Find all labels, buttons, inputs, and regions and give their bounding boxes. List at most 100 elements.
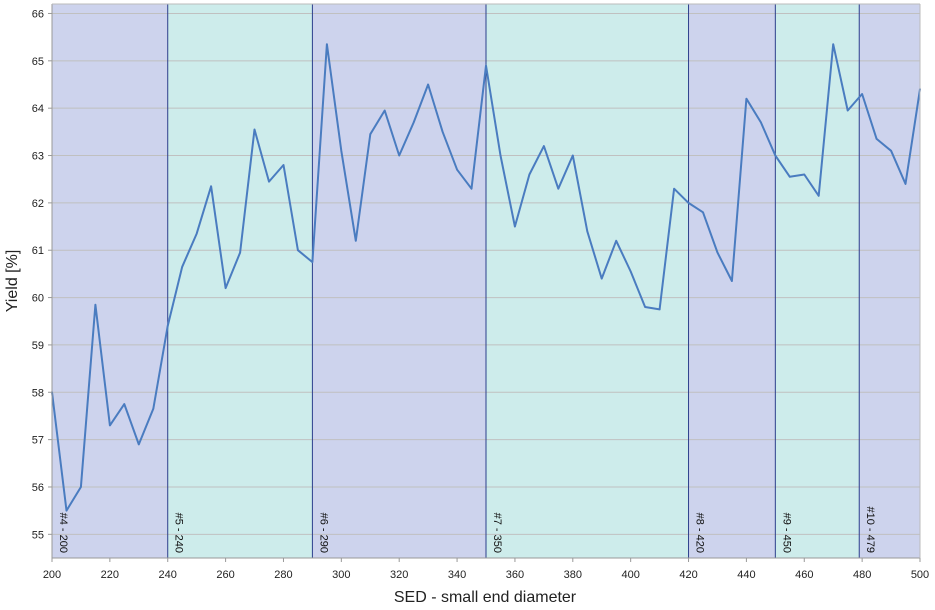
band-label-layer: #4 - 200 #5 - 240 #6 - 290 #7 - 350 #8 - 420… bbox=[57, 507, 876, 553]
data-point bbox=[658, 308, 660, 310]
data-point bbox=[210, 185, 212, 187]
data-point bbox=[514, 225, 516, 227]
y-tick-label: 55 bbox=[32, 529, 44, 541]
band-6 bbox=[775, 4, 860, 558]
data-point bbox=[528, 173, 530, 175]
data-point bbox=[427, 83, 429, 85]
data-point bbox=[615, 240, 617, 242]
data-point bbox=[369, 133, 371, 135]
data-point bbox=[152, 408, 154, 410]
data-point bbox=[557, 187, 559, 189]
series-line-1 bbox=[51, 43, 921, 512]
data-point bbox=[861, 93, 863, 95]
band-label: #7 - 350 bbox=[491, 513, 503, 553]
y-tick-label: 59 bbox=[32, 340, 44, 352]
data-point bbox=[123, 403, 125, 405]
y-tick-label: 56 bbox=[32, 482, 44, 494]
y-tick-label: 64 bbox=[32, 103, 44, 115]
y-tick-label: 57 bbox=[32, 435, 44, 447]
data-point bbox=[355, 240, 357, 242]
data-point bbox=[181, 266, 183, 268]
band-label: #5 - 240 bbox=[173, 513, 185, 553]
y-axis-title: Yield [%] bbox=[4, 250, 21, 313]
data-point bbox=[601, 277, 603, 279]
data-point bbox=[904, 183, 906, 185]
x-tick-label: 480 bbox=[853, 569, 871, 581]
band-label: #4 - 200 bbox=[57, 513, 69, 553]
data-point bbox=[499, 154, 501, 156]
data-point bbox=[789, 176, 791, 178]
data-point bbox=[326, 43, 328, 45]
data-point bbox=[673, 187, 675, 189]
data-point bbox=[702, 211, 704, 213]
data-point bbox=[687, 202, 689, 204]
data-point bbox=[818, 195, 820, 197]
x-tick-label: 500 bbox=[911, 569, 929, 581]
data-point bbox=[398, 154, 400, 156]
data-point bbox=[239, 251, 241, 253]
data-point bbox=[80, 486, 82, 488]
band-label: #10 - 479 bbox=[864, 507, 876, 553]
data-point bbox=[890, 150, 892, 152]
data-point bbox=[774, 154, 776, 156]
x-tick-label: 380 bbox=[564, 569, 582, 581]
x-tick-label: 400 bbox=[621, 569, 639, 581]
data-point bbox=[846, 109, 848, 111]
data-point bbox=[224, 287, 226, 289]
data-point bbox=[311, 261, 313, 263]
band-2 bbox=[167, 4, 313, 558]
data-point bbox=[485, 64, 487, 66]
x-tick-label: 420 bbox=[679, 569, 697, 581]
x-tick-label: 340 bbox=[448, 569, 466, 581]
x-axis-title: SED - small end diameter bbox=[394, 589, 577, 605]
data-point bbox=[456, 169, 458, 171]
data-point bbox=[253, 128, 255, 130]
x-tick-label: 460 bbox=[795, 569, 813, 581]
y-tick-label: 61 bbox=[32, 245, 44, 257]
y-tick-label: 58 bbox=[32, 387, 44, 399]
x-tick-label: 280 bbox=[274, 569, 292, 581]
data-point bbox=[543, 145, 545, 147]
data-point bbox=[760, 121, 762, 123]
data-point bbox=[109, 424, 111, 426]
data-point bbox=[629, 270, 631, 272]
x-tick-label: 220 bbox=[101, 569, 119, 581]
x-tick-label: 200 bbox=[43, 569, 61, 581]
data-point bbox=[644, 306, 646, 308]
data-point bbox=[716, 251, 718, 253]
x-tick-label: 360 bbox=[506, 569, 524, 581]
data-point bbox=[745, 98, 747, 100]
data-point bbox=[297, 249, 299, 251]
band-7 bbox=[859, 4, 920, 558]
divider-layer bbox=[167, 4, 860, 558]
y-tick-label: 60 bbox=[32, 293, 44, 305]
series-layer bbox=[51, 43, 921, 512]
data-point bbox=[832, 43, 834, 45]
x-tick-label: 260 bbox=[216, 569, 234, 581]
data-point bbox=[138, 443, 140, 445]
data-point bbox=[167, 325, 169, 327]
y-tick-label: 66 bbox=[32, 8, 44, 20]
data-point bbox=[340, 150, 342, 152]
x-tick-label: 300 bbox=[332, 569, 350, 581]
band-4 bbox=[486, 4, 689, 558]
x-tick-label: 440 bbox=[737, 569, 755, 581]
x-tick-label: 240 bbox=[159, 569, 177, 581]
data-point bbox=[412, 121, 414, 123]
data-point bbox=[572, 154, 574, 156]
band-label: #8 - 420 bbox=[694, 513, 706, 553]
y-tick-label: 65 bbox=[32, 56, 44, 68]
data-point bbox=[731, 280, 733, 282]
band-3 bbox=[312, 4, 486, 558]
data-point bbox=[470, 187, 472, 189]
data-point bbox=[65, 509, 67, 511]
data-point bbox=[268, 180, 270, 182]
data-point bbox=[803, 173, 805, 175]
x-tick-label: 320 bbox=[390, 569, 408, 581]
tick-label-layer: 55 56 57 58 59 60 61 62 63 64 65 66 200 220 240 260 280 3… bbox=[32, 8, 929, 581]
data-point bbox=[94, 303, 96, 305]
y-tick-label: 62 bbox=[32, 198, 44, 210]
band-1 bbox=[52, 4, 168, 558]
